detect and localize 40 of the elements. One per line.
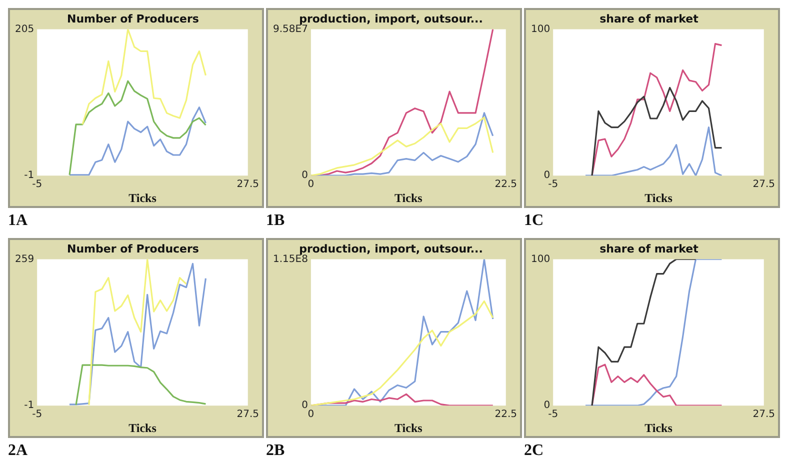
y-tick-label: 205 <box>14 24 34 35</box>
x-axis-title: Ticks <box>394 190 423 205</box>
y-tick-label: 0 <box>544 400 550 412</box>
x-tick-label: -5 <box>548 179 558 190</box>
x-axis-title: Ticks <box>394 420 423 435</box>
x-axis-title: Ticks <box>644 420 673 435</box>
x-axis-title: Ticks <box>128 420 157 435</box>
chart-title: production, import, outsour... <box>299 12 483 26</box>
text: 2C <box>524 442 544 459</box>
y-tick-label: 100 <box>530 254 550 265</box>
y-tick-label: -1 <box>24 170 34 182</box>
text: 2B <box>266 442 285 459</box>
x-tick-label: 27.5 <box>236 179 259 190</box>
chart-title: share of market <box>600 12 698 26</box>
x-tick-label: 27.5 <box>752 409 775 420</box>
y-tick-label: 0 <box>302 400 308 412</box>
x-axis-title: Ticks <box>644 190 673 205</box>
text: 1B <box>266 212 285 229</box>
y-tick-label: 259 <box>14 254 34 265</box>
x-tick-label: 22.5 <box>494 179 517 190</box>
y-tick-label: 1.15E8 <box>272 254 308 265</box>
text: 1A <box>8 212 28 229</box>
y-tick-label: 0 <box>302 170 308 182</box>
x-tick-label: 27.5 <box>752 179 775 190</box>
y-tick-label: 0 <box>544 170 550 182</box>
x-tick-label: 22.5 <box>494 409 517 420</box>
x-tick-label: 27.5 <box>236 409 259 420</box>
chart-title: production, import, outsour... <box>299 242 483 256</box>
y-tick-label: -1 <box>24 400 34 412</box>
x-tick-label: -5 <box>32 409 42 420</box>
chart-title: Number of Producers <box>67 12 200 26</box>
chart-title: share of market <box>600 242 698 256</box>
x-axis-title: Ticks <box>128 190 157 205</box>
x-tick-label: -5 <box>32 179 42 190</box>
x-tick-label: -5 <box>548 409 558 420</box>
text: 1C <box>524 212 544 229</box>
y-tick-label: 100 <box>530 24 550 35</box>
text: 2A <box>8 442 28 459</box>
y-tick-label: 9.58E7 <box>272 24 308 35</box>
chart-title: Number of Producers <box>67 242 200 256</box>
